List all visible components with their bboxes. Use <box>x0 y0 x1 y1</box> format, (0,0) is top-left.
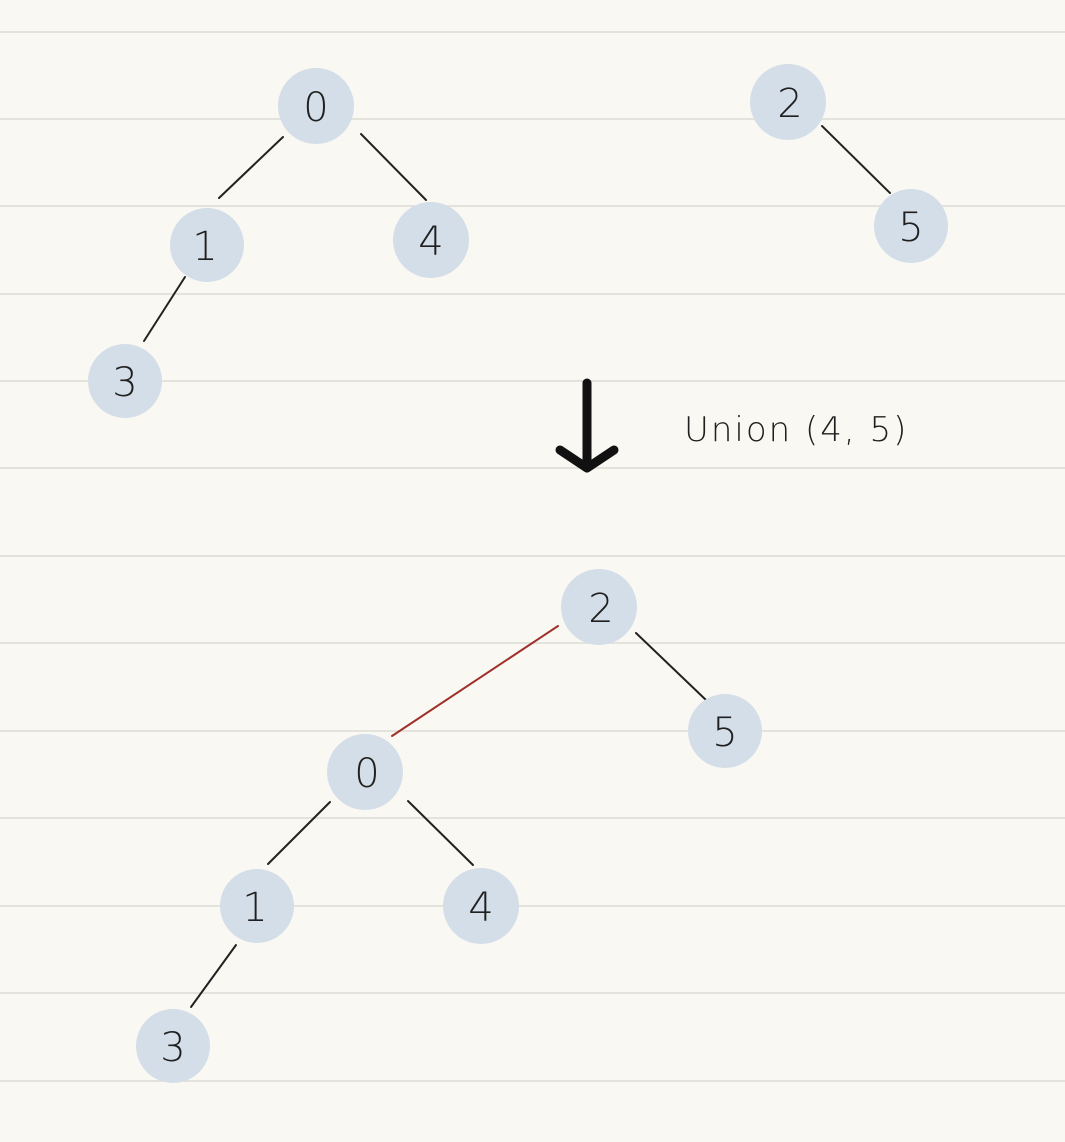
node-2-before: 2 <box>750 64 826 140</box>
node-5-before: 5 <box>874 189 948 263</box>
edge-2-0-new <box>391 625 559 737</box>
node-1-before: 1 <box>170 208 244 282</box>
svg-text:3: 3 <box>112 360 137 406</box>
edge-0-1 <box>267 801 331 865</box>
node-0-before: 0 <box>278 68 354 144</box>
svg-text:3: 3 <box>160 1025 185 1071</box>
node-4-after: 4 <box>443 868 519 944</box>
edge-0-4 <box>360 133 427 201</box>
operation-label: Union (4, 5) <box>684 410 908 450</box>
svg-text:5: 5 <box>898 205 923 251</box>
ruled-lines <box>0 31 1065 1082</box>
node-5-after: 5 <box>688 694 762 768</box>
svg-text:2: 2 <box>777 81 802 127</box>
edge-2-5 <box>635 632 707 701</box>
node-0-after: 0 <box>327 734 403 810</box>
node-2-after: 2 <box>561 569 637 645</box>
svg-text:1: 1 <box>192 224 217 270</box>
edge-2-5 <box>821 125 891 194</box>
before-nodes: 0 1 4 3 2 5 <box>88 64 948 418</box>
svg-text:0: 0 <box>303 85 328 131</box>
node-1-after: 1 <box>220 869 294 943</box>
edge-1-3 <box>190 944 237 1008</box>
svg-text:2: 2 <box>588 586 613 632</box>
node-3-after: 3 <box>136 1009 210 1083</box>
down-arrow-icon <box>555 378 619 473</box>
svg-text:4: 4 <box>468 885 493 931</box>
after-nodes: 2 5 0 1 4 3 <box>136 569 762 1083</box>
svg-text:4: 4 <box>418 219 443 265</box>
svg-text:5: 5 <box>712 710 737 756</box>
after-edges <box>190 625 707 1008</box>
node-4-before: 4 <box>393 202 469 278</box>
before-edges <box>143 125 891 342</box>
edge-0-1 <box>218 136 284 199</box>
svg-text:0: 0 <box>354 751 379 797</box>
node-3-before: 3 <box>88 344 162 418</box>
edge-1-3 <box>143 276 186 342</box>
edge-0-4 <box>407 800 474 866</box>
svg-text:1: 1 <box>242 885 267 931</box>
